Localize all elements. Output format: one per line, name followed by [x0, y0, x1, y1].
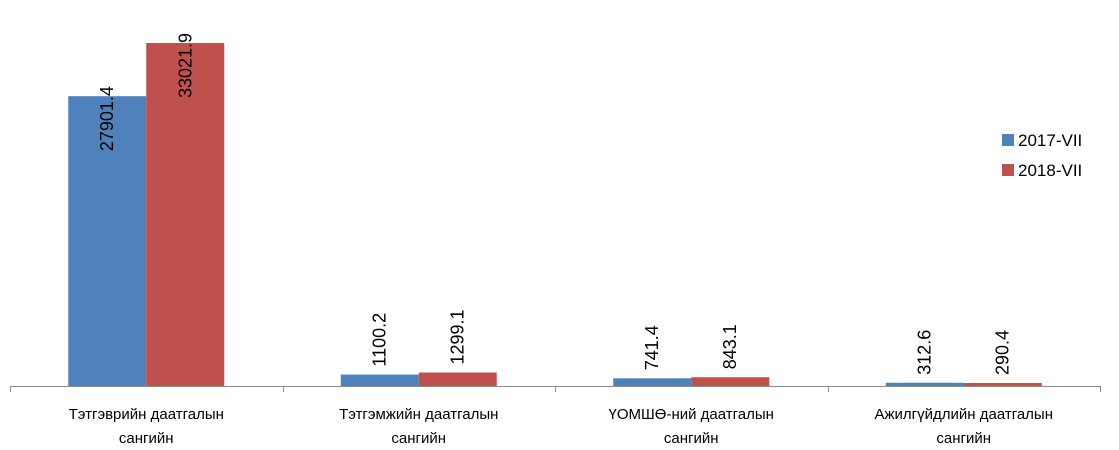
category-label-line: сангийн [664, 430, 719, 447]
category-label-line: сангийн [119, 430, 174, 447]
data-label: 33021.9 [175, 33, 195, 98]
data-label: 1299.1 [448, 309, 468, 364]
data-label: 843.1 [720, 324, 740, 369]
category-label-line: сангийн [391, 430, 446, 447]
x-ticks-group [10, 386, 1101, 392]
legend-swatch [1002, 164, 1014, 176]
bar-2017-VII-3 [885, 382, 964, 386]
category-label-line: Ажилгүйдлийн даатгалын [874, 406, 1053, 423]
data-label: 312.6 [915, 330, 935, 375]
category-label: Тэтгэмжийн даатгалын сангийн [339, 406, 498, 447]
bar-2018-VII-0 [146, 43, 225, 386]
category-label-line: сангийн [936, 430, 991, 447]
category-label: Тэтгэврийн даатгалын сангийн [69, 406, 224, 447]
data-labels-group: 27901.4 33021.9 1100.2 1299.1 741.4 843.1 312.… [97, 33, 1013, 375]
legend-swatch [1002, 134, 1014, 146]
bar-2017-VII-1 [340, 374, 419, 386]
legend: 2017-VII 2018-VII [1002, 131, 1082, 180]
data-label: 290.4 [993, 330, 1013, 375]
bar-2018-VII-2 [691, 377, 770, 386]
category-label: ҮОМШӨ-ний даатгалын сангийн [609, 406, 774, 447]
data-label: 1100.2 [370, 313, 390, 367]
data-label: 741.4 [642, 325, 662, 370]
legend-label: 2017-VII [1018, 131, 1082, 150]
category-label-line: Тэтгэврийн даатгалын [69, 406, 224, 423]
category-label-line: Тэтгэмжийн даатгалын [339, 406, 498, 423]
bars-group [68, 43, 1042, 387]
category-label-line: ҮОМШӨ-ний даатгалын [609, 406, 774, 423]
data-label: 27901.4 [97, 86, 117, 151]
bar-2018-VII-1 [418, 372, 497, 386]
legend-label: 2018-VII [1018, 161, 1082, 180]
bar-2018-VII-3 [963, 382, 1042, 386]
bar-2017-VII-0 [68, 96, 147, 387]
bar-2017-VII-2 [613, 378, 692, 386]
category-label: Ажилгүйдлийн даатгалын сангийн [874, 406, 1053, 447]
